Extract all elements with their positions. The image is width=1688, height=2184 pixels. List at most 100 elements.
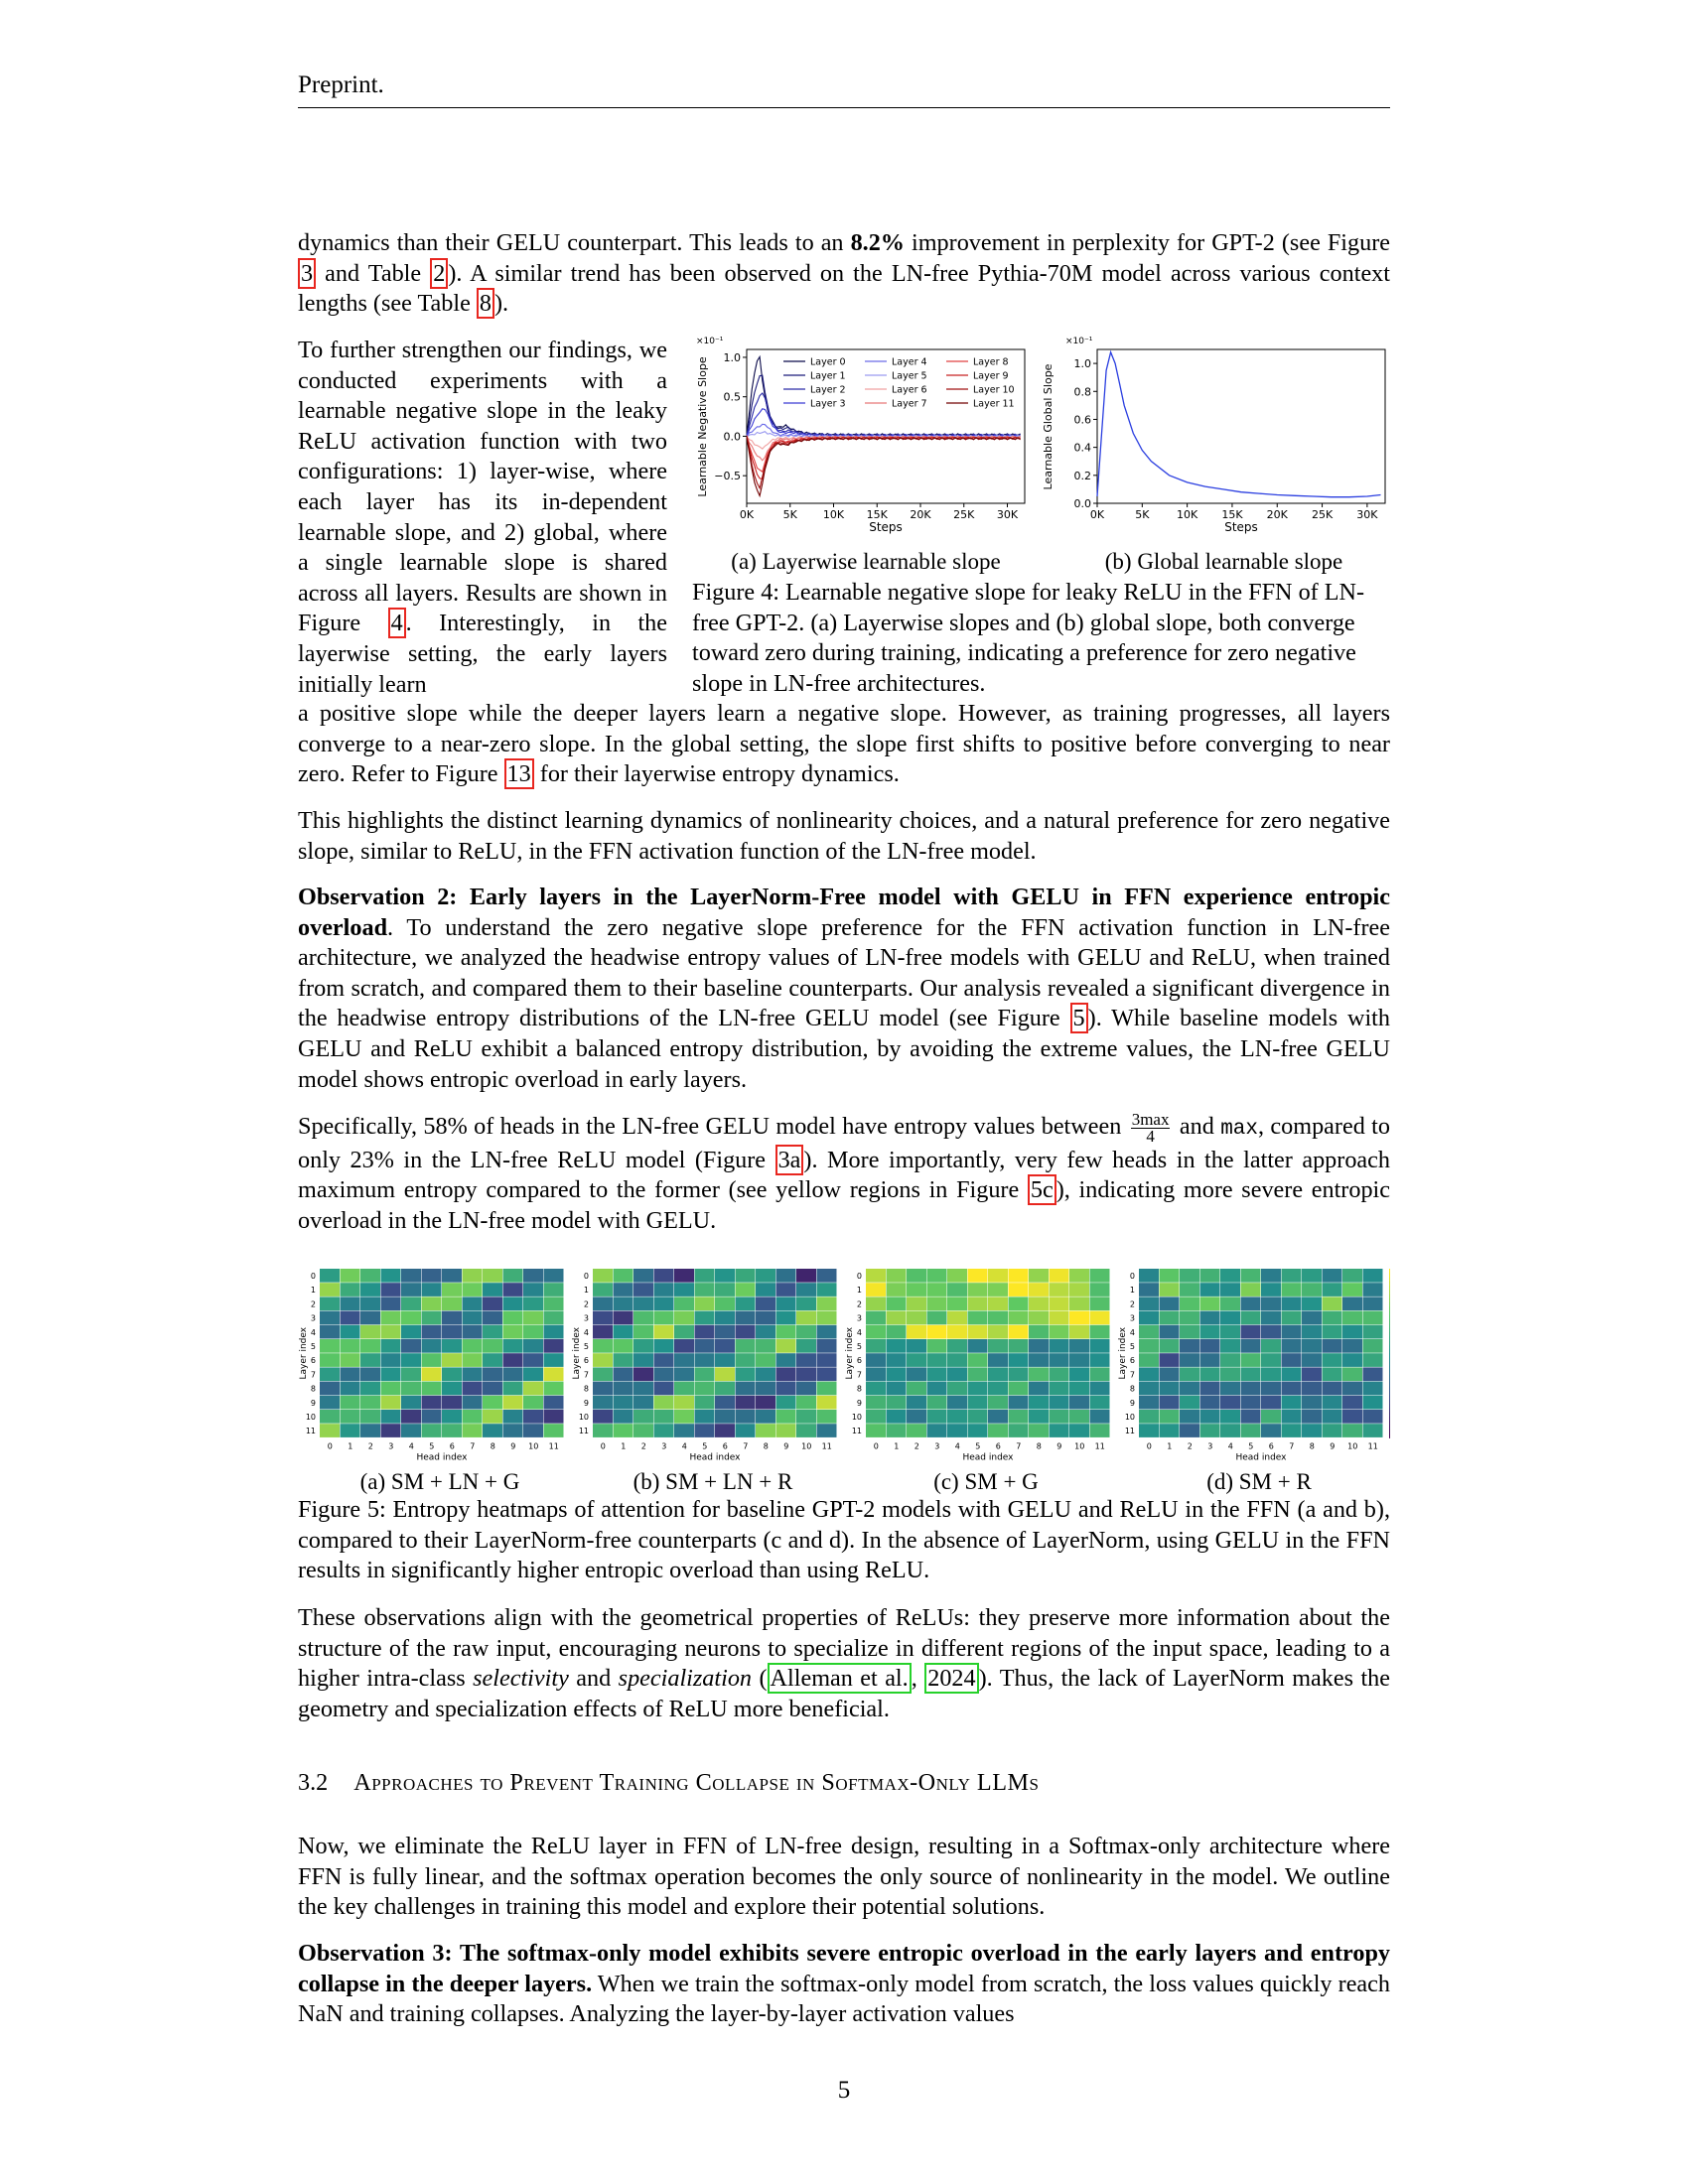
citation-alleman[interactable]: Alleman et al. <box>767 1663 912 1695</box>
figure-3-link[interactable]: 3 <box>298 257 317 289</box>
heatmap-cell <box>502 1424 523 1437</box>
heatmap-cell <box>1342 1339 1362 1353</box>
heatmap-cell <box>674 1353 694 1367</box>
heatmap-cell <box>1362 1324 1383 1339</box>
heatmap-ylabel: Layer index <box>1118 1326 1128 1379</box>
heatmap-cell <box>653 1310 674 1325</box>
heatmap-cell <box>360 1367 380 1382</box>
fig4a-subcaption: (a) Layerwise learnable slope <box>731 549 1001 574</box>
heatmap-cell <box>1362 1381 1383 1396</box>
heatmap-cell <box>988 1324 1008 1339</box>
heatmap-cell <box>715 1310 735 1325</box>
heatmap-cell <box>1199 1324 1220 1339</box>
heatmap-cell <box>775 1367 796 1382</box>
heatmap-cell <box>1322 1395 1342 1410</box>
heatmap-cell <box>320 1324 340 1339</box>
heatmap-cell <box>613 1283 633 1297</box>
heatmap-cell <box>926 1353 947 1367</box>
colorbar-segment <box>1389 1353 1390 1358</box>
heatmap-cell <box>886 1310 907 1325</box>
table-2-link[interactable]: 2 <box>430 257 449 289</box>
heatmap-cell <box>523 1367 543 1382</box>
colorbar-segment <box>1389 1302 1390 1307</box>
colorbar-segment <box>1389 1348 1390 1354</box>
heatmap-cell <box>988 1269 1008 1283</box>
fig4a-xlabel: Steps <box>869 520 903 534</box>
fig4b-line-global-slope <box>1096 349 1381 498</box>
heatmap-cell <box>1302 1283 1322 1297</box>
heatmap-cell <box>1008 1395 1029 1410</box>
heatmap-cell <box>735 1395 756 1410</box>
heatmap-row-tick: 11 <box>1125 1427 1135 1435</box>
heatmap-cell <box>886 1395 907 1410</box>
colorbar-segment <box>1389 1281 1390 1287</box>
heatmap-cell <box>613 1297 633 1311</box>
heatmap-cell <box>756 1310 775 1325</box>
heatmap-cell <box>421 1367 442 1382</box>
heatmap-cell <box>1342 1367 1362 1382</box>
heatmap-cell <box>756 1353 775 1367</box>
heatmap-cell <box>1159 1367 1180 1382</box>
citation-2024[interactable]: 2024 <box>924 1663 979 1695</box>
heatmap-cell <box>543 1283 564 1297</box>
heatmap-cell <box>1302 1310 1322 1325</box>
heatmap-cell <box>926 1297 947 1311</box>
heatmap-cell <box>483 1339 502 1353</box>
heatmap-cell <box>380 1410 401 1424</box>
figure-5c-link[interactable]: 5c <box>1027 1174 1056 1206</box>
heatmap-cell <box>715 1424 735 1437</box>
heatmap-row-tick: 3 <box>311 1314 316 1323</box>
heatmap-cell <box>523 1297 543 1311</box>
fig5a-subcaption: (a) SM + LN + G <box>359 1469 520 1494</box>
heatmap-cell <box>988 1410 1008 1424</box>
heatmap-cell <box>1302 1269 1322 1283</box>
heatmap-row-tick: 5 <box>311 1342 316 1351</box>
figure-13-link[interactable]: 13 <box>503 758 534 790</box>
heatmap-cell <box>633 1395 653 1410</box>
heatmap-cell <box>1362 1353 1383 1367</box>
figure-4-link[interactable]: 4 <box>387 608 406 639</box>
heatmap-cell <box>947 1410 967 1424</box>
heatmap-cell <box>1220 1283 1240 1297</box>
heatmap-cell <box>593 1324 613 1339</box>
heatmap-row-tick: 9 <box>584 1399 589 1408</box>
heatmap-cell <box>715 1353 735 1367</box>
heatmap-cell <box>756 1283 775 1297</box>
heatmap-cell <box>988 1353 1008 1367</box>
heatmap-cell <box>1029 1324 1049 1339</box>
fig4a-xticks-group: 0K 5K 10K 15K 20K 25K 30K <box>740 503 1019 521</box>
heatmap-cell <box>653 1339 674 1353</box>
heatmap-cell <box>320 1410 340 1424</box>
heatmap-cell <box>380 1395 401 1410</box>
heatmap-row-tick: 5 <box>857 1342 862 1351</box>
heatmap-cell <box>1180 1297 1199 1311</box>
fig4a-xtick-label: 25K <box>953 508 975 521</box>
heatmap-cell <box>1159 1339 1180 1353</box>
heatmap-cell <box>401 1353 421 1367</box>
heatmap-cell <box>502 1395 523 1410</box>
figure-3a-link[interactable]: 3a <box>774 1144 804 1175</box>
heatmap-cell <box>1069 1310 1089 1325</box>
heatmap-cell <box>1240 1269 1261 1283</box>
heatmap-col-tick: 1 <box>894 1441 899 1450</box>
heatmap-cell <box>401 1381 421 1396</box>
fig4a-series-group <box>746 354 1021 498</box>
heatmap-col-tick: 10 <box>801 1441 811 1450</box>
heatmap-cell <box>1159 1297 1180 1311</box>
heatmap-cell <box>1159 1269 1180 1283</box>
heatmap-cell <box>360 1353 380 1367</box>
heatmap-cell <box>653 1283 674 1297</box>
heatmap-cell <box>1159 1424 1180 1437</box>
colorbar-segment <box>1389 1297 1390 1303</box>
table-8-link[interactable]: 8 <box>476 288 494 320</box>
colorbar-segment <box>1389 1357 1390 1363</box>
heatmap-cell <box>1008 1339 1029 1353</box>
heatmap-cell <box>380 1324 401 1339</box>
heatmap-cell <box>421 1283 442 1297</box>
figure-5-link[interactable]: 5 <box>1069 1003 1088 1034</box>
figure4-caption: Figure 4: Learnable negative slope for l… <box>692 579 1365 697</box>
fig4b-xticks-group: 0K 5K 10K 15K 20K 25K 30K <box>1090 503 1378 521</box>
heatmap-cell <box>1322 1324 1342 1339</box>
heatmap-row-tick: 2 <box>857 1299 862 1308</box>
heatmap-cell <box>1261 1269 1281 1283</box>
